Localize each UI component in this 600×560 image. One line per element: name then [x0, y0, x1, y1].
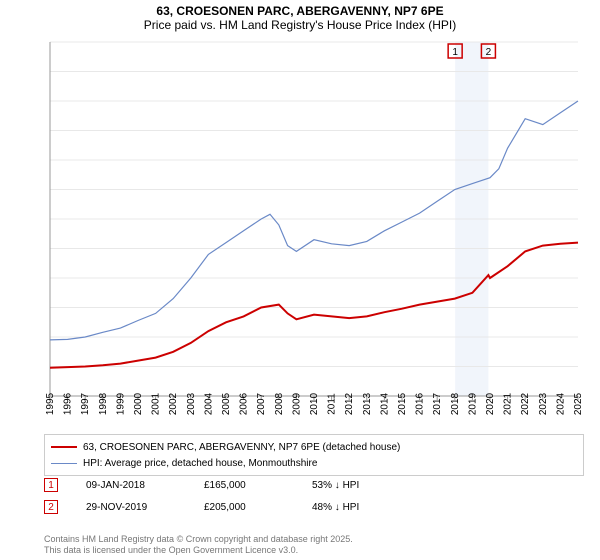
svg-text:2004: 2004	[203, 392, 214, 415]
footer-line1: Contains HM Land Registry data © Crown c…	[44, 534, 353, 545]
legend-swatch-hpi	[51, 463, 77, 464]
svg-text:1998: 1998	[98, 392, 109, 415]
event-row: 1 09-JAN-2018 £165,000 53% ↓ HPI	[44, 474, 584, 496]
svg-text:2020: 2020	[485, 392, 496, 415]
svg-text:1: 1	[452, 47, 458, 58]
legend-item-hpi: HPI: Average price, detached house, Monm…	[51, 455, 577, 471]
svg-text:2021: 2021	[503, 392, 514, 415]
footer-attribution: Contains HM Land Registry data © Crown c…	[44, 534, 353, 557]
svg-text:2: 2	[486, 47, 492, 58]
legend-swatch-property	[51, 446, 77, 448]
title-line1: 63, CROESONEN PARC, ABERGAVENNY, NP7 6PE	[0, 4, 600, 18]
event-price: £205,000	[204, 502, 284, 513]
legend-item-property: 63, CROESONEN PARC, ABERGAVENNY, NP7 6PE…	[51, 439, 577, 455]
svg-text:2012: 2012	[344, 392, 355, 415]
svg-text:2017: 2017	[432, 392, 443, 415]
legend-label-hpi: HPI: Average price, detached house, Monm…	[83, 458, 317, 469]
svg-text:2006: 2006	[239, 392, 250, 415]
svg-text:1999: 1999	[115, 392, 126, 415]
svg-text:2005: 2005	[221, 392, 232, 415]
event-diff: 48% ↓ HPI	[312, 502, 412, 513]
svg-text:2014: 2014	[379, 392, 390, 415]
svg-text:2013: 2013	[362, 392, 373, 415]
legend-label-property: 63, CROESONEN PARC, ABERGAVENNY, NP7 6PE…	[83, 442, 400, 453]
svg-text:2019: 2019	[467, 392, 478, 415]
svg-text:2008: 2008	[274, 392, 285, 415]
event-diff: 53% ↓ HPI	[312, 480, 412, 491]
svg-text:2009: 2009	[291, 392, 302, 415]
svg-text:2018: 2018	[450, 392, 461, 415]
svg-text:2015: 2015	[397, 392, 408, 415]
chart-area: £0£50K£100K£150K£200K£250K£300K£350K£400…	[44, 38, 584, 428]
svg-text:1997: 1997	[80, 392, 91, 415]
footer-line2: This data is licensed under the Open Gov…	[44, 545, 353, 556]
svg-text:2025: 2025	[573, 392, 584, 415]
event-date: 29-NOV-2019	[86, 502, 176, 513]
line-chart-svg: £0£50K£100K£150K£200K£250K£300K£350K£400…	[44, 38, 584, 428]
svg-text:2003: 2003	[186, 392, 197, 415]
svg-text:1996: 1996	[63, 392, 74, 415]
event-row: 2 29-NOV-2019 £205,000 48% ↓ HPI	[44, 496, 584, 518]
svg-text:2010: 2010	[309, 392, 320, 415]
svg-text:2007: 2007	[256, 392, 267, 415]
svg-text:2011: 2011	[327, 393, 338, 415]
legend: 63, CROESONEN PARC, ABERGAVENNY, NP7 6PE…	[44, 434, 584, 476]
svg-text:2002: 2002	[168, 392, 179, 415]
event-marker-1: 1	[44, 478, 58, 492]
svg-text:2022: 2022	[520, 392, 531, 415]
event-marker-2: 2	[44, 500, 58, 514]
svg-text:2023: 2023	[538, 392, 549, 415]
svg-text:2000: 2000	[133, 392, 144, 415]
title-line2: Price paid vs. HM Land Registry's House …	[0, 18, 600, 32]
svg-text:1995: 1995	[45, 392, 56, 415]
event-price: £165,000	[204, 480, 284, 491]
svg-text:2016: 2016	[415, 392, 426, 415]
svg-text:2024: 2024	[555, 392, 566, 415]
event-table: 1 09-JAN-2018 £165,000 53% ↓ HPI 2 29-NO…	[44, 474, 584, 518]
event-date: 09-JAN-2018	[86, 480, 176, 491]
chart-title: 63, CROESONEN PARC, ABERGAVENNY, NP7 6PE…	[0, 0, 600, 34]
svg-text:2001: 2001	[151, 392, 162, 415]
